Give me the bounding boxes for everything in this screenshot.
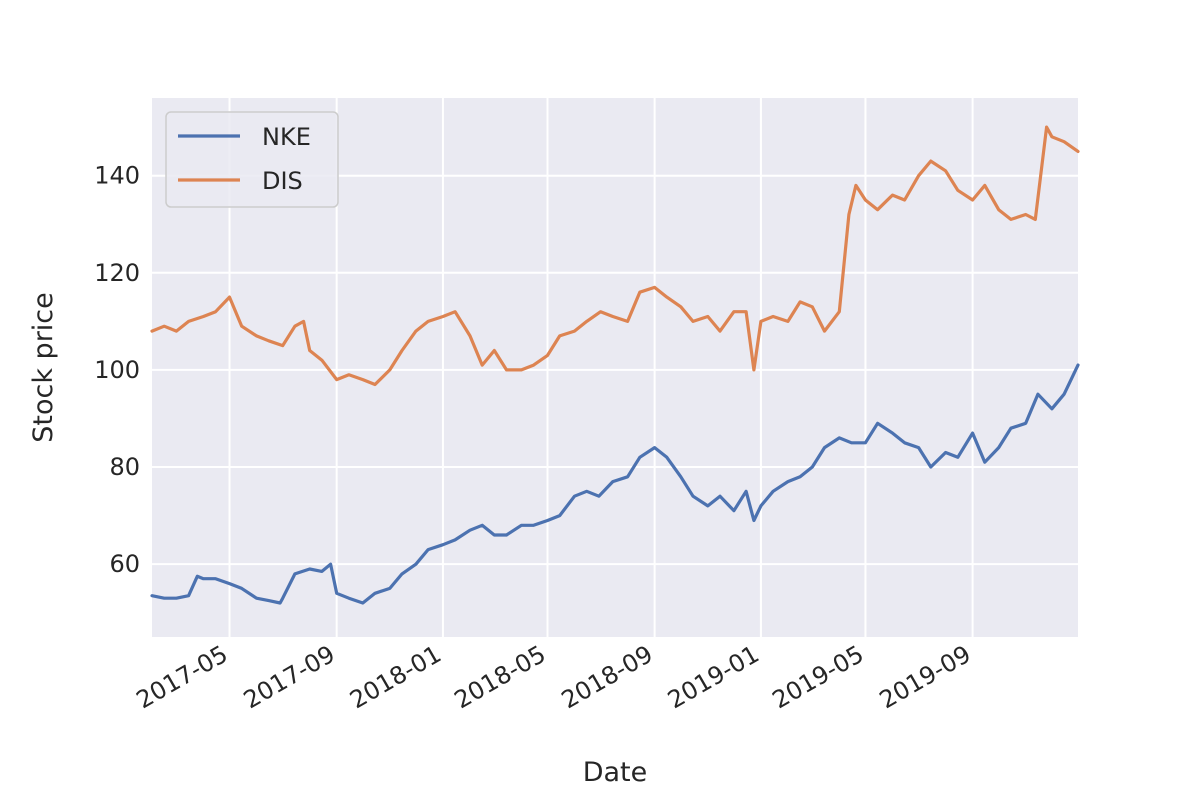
series-lines: [150, 125, 1080, 605]
x-tick-label: 2017-05: [132, 640, 233, 714]
x-tick-label: 2018-09: [557, 640, 658, 714]
series-line-nke: [150, 363, 1080, 605]
x-tick-label: 2019-05: [768, 640, 869, 714]
y-axis-ticks: 60 80 100 120 140: [94, 162, 140, 578]
y-tick-label: 100: [94, 356, 140, 384]
legend-label-nke: NKE: [262, 123, 311, 151]
y-tick-label: 60: [109, 550, 140, 578]
legend-label-dis: DIS: [262, 167, 303, 195]
y-tick-label: 120: [94, 259, 140, 287]
grid-lines: [152, 98, 1078, 637]
x-tick-label: 2018-05: [450, 640, 551, 714]
legend: NKE DIS: [165, 111, 339, 208]
x-tick-label: 2019-09: [875, 640, 976, 714]
y-tick-label: 80: [109, 453, 140, 481]
x-tick-label: 2017-09: [239, 640, 340, 714]
x-tick-label: 2018-01: [345, 640, 446, 714]
y-axis-label: Stock price: [28, 292, 59, 443]
y-tick-label: 140: [94, 162, 140, 190]
series-line-dis: [150, 125, 1080, 387]
x-tick-label: 2019-01: [663, 640, 764, 714]
legend-box: [165, 111, 339, 208]
x-axis-label: Date: [583, 757, 648, 788]
x-axis-ticks: 2017-05 2017-09 2018-01 2018-05 2018-09 2019-…: [132, 640, 976, 714]
